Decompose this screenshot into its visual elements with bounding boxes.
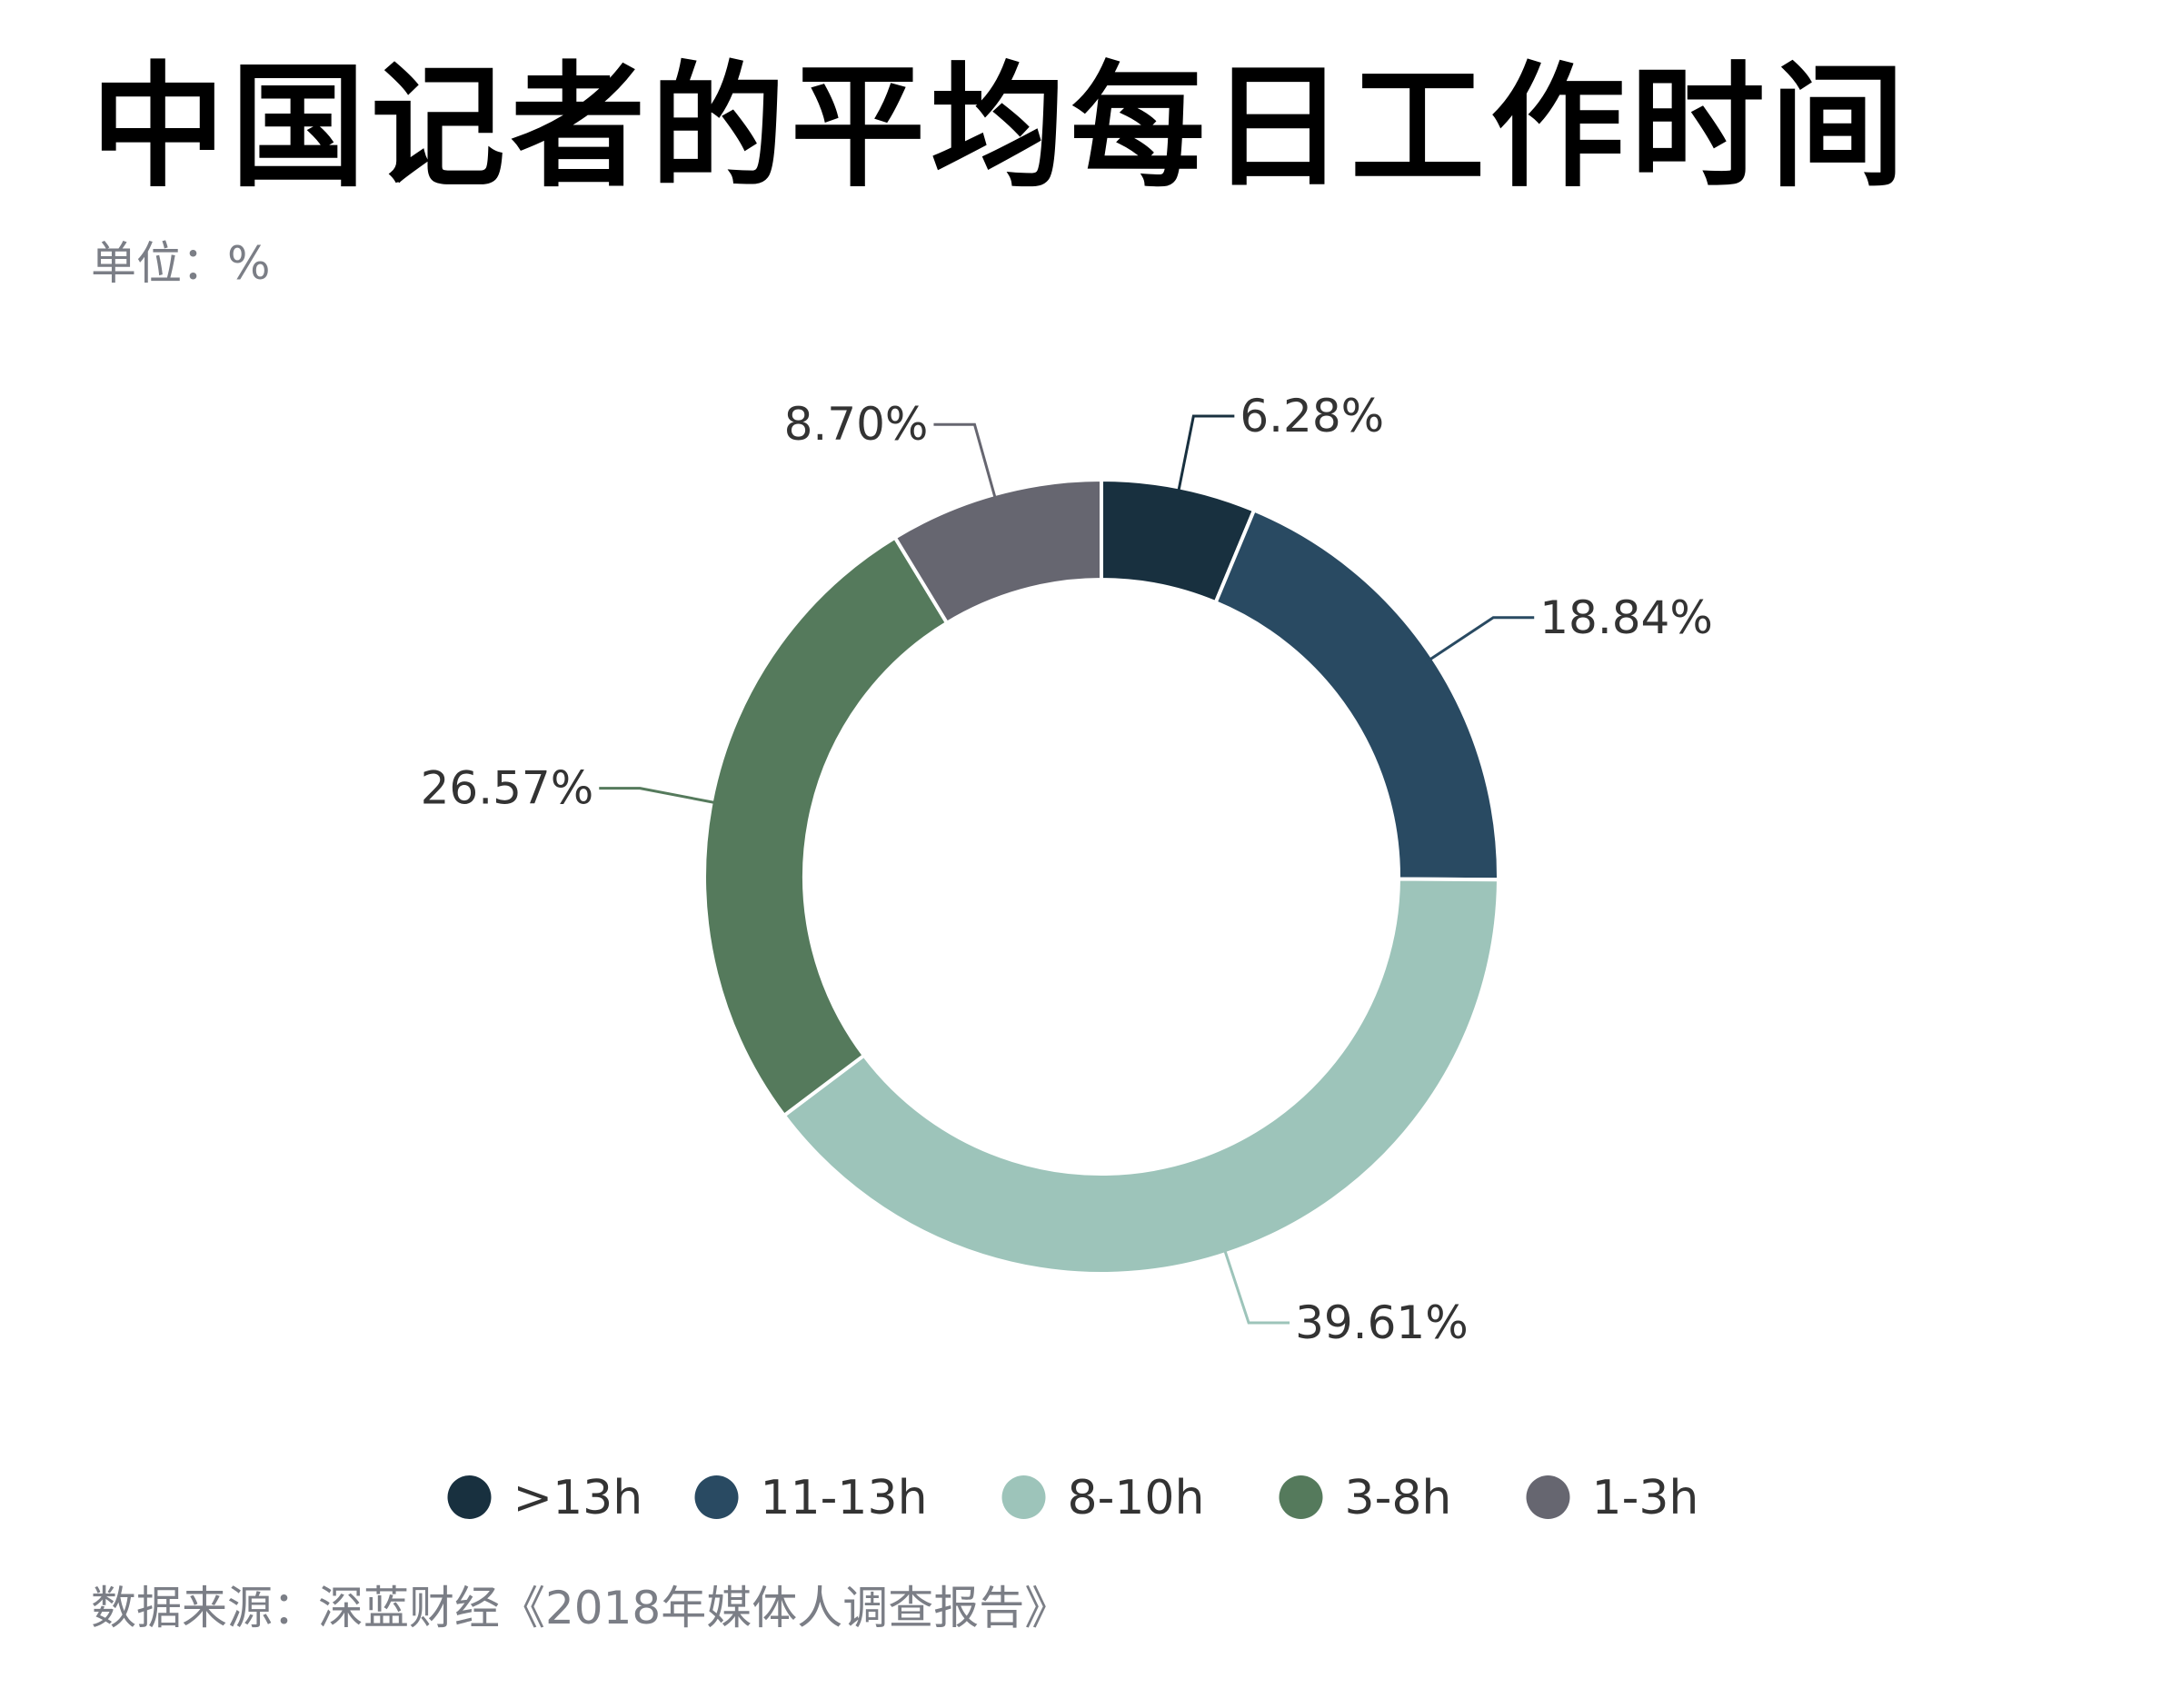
legend-swatch [447,1475,492,1519]
data-label: 18.84% [1539,591,1713,644]
slice-3-8h [702,534,950,1118]
leader-line [599,787,721,806]
legend: >13h 11-13h 8-10h 3-8h 1-3h [447,1471,1699,1525]
legend-swatch [1279,1475,1323,1519]
legend-label: 3-8h [1345,1471,1452,1525]
slice-8-10h [782,877,1501,1276]
chart-title: 中国记者的平均每日工作时间 [91,49,1910,205]
leader-line [933,422,999,504]
legend-swatch [694,1475,739,1519]
legend-label: 1-3h [1592,1471,1699,1525]
donut-slices [702,477,1501,1276]
data-labels: 6.28% 18.84% 39.61% 26.57% 8.70% [421,390,1713,1349]
slice-11-13h [1213,507,1500,882]
data-source: 数据来源：深蓝财经《2018年媒体人调查报告》 [91,1582,1071,1634]
leader-lines [599,414,1535,1325]
data-label: 6.28% [1240,390,1384,442]
unit-label: 单位：% [91,237,271,290]
leader-line [1221,1245,1290,1325]
leader-line [1176,414,1235,497]
data-label: 8.70% [784,398,929,451]
leader-line [1424,616,1535,664]
slice-1-3h [892,477,1103,626]
legend-label: 11-13h [761,1471,928,1525]
data-label: 39.61% [1295,1296,1469,1349]
legend-swatch [1526,1475,1570,1519]
legend-swatch [1001,1475,1046,1519]
legend-label: 8-10h [1068,1471,1205,1525]
data-label: 26.57% [421,762,594,815]
legend-label: >13h [513,1471,643,1525]
